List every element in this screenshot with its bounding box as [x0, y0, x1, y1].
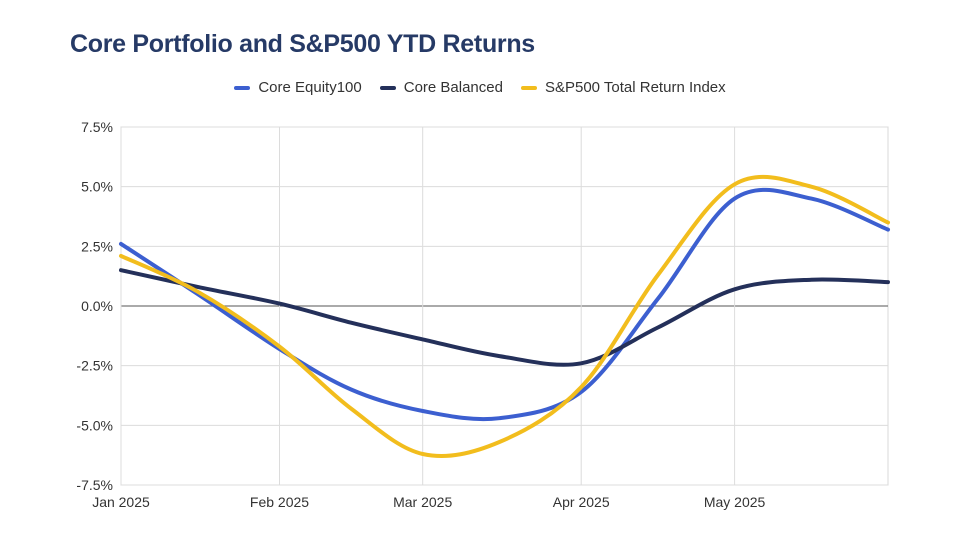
series-line-core-balanced [119, 268, 890, 367]
x-tick-label: Apr 2025 [553, 494, 610, 510]
chart-tick-labels: 7.5% 5.0% 2.5% 0.0% -2.5% -5.0% -7.5%Jan 2025 F… [76, 119, 765, 510]
legend-swatch-core-balanced [379, 85, 396, 90]
y-tick-label: 0.0% [81, 298, 113, 314]
legend-swatch-core-equity100 [234, 85, 251, 90]
series-line-sp500 [119, 174, 890, 458]
y-tick-label: -2.5% [76, 358, 113, 374]
y-tick-label: 2.5% [81, 238, 113, 254]
legend-label: Core Balanced [403, 79, 503, 96]
y-tick-label: 5.0% [81, 179, 113, 195]
series-line-core-equity100 [119, 187, 890, 422]
chart-title: Core Portfolio and S&P500 YTD Returns [70, 30, 535, 58]
y-tick-label: -7.5% [76, 477, 113, 493]
x-tick-label: Mar 2025 [393, 494, 452, 510]
y-tick-label: 7.5% [81, 119, 113, 135]
legend-item-core-balanced[interactable]: Core Balanced [379, 79, 503, 96]
x-tick-label: Feb 2025 [250, 494, 309, 510]
legend-swatch-sp500 [520, 85, 537, 90]
chart-grid [120, 126, 889, 486]
chart-legend: Core Equity100 Core Balanced S&P500 Tota… [0, 79, 960, 96]
legend-label: S&P500 Total Return Index [544, 79, 726, 96]
legend-item-core-equity100[interactable]: Core Equity100 [234, 79, 362, 96]
legend-item-sp500[interactable]: S&P500 Total Return Index [520, 79, 726, 96]
legend-label: Core Equity100 [258, 79, 362, 96]
x-tick-label: May 2025 [704, 494, 766, 510]
y-tick-label: -5.0% [76, 417, 113, 433]
chart-series [119, 174, 890, 458]
x-tick-label: Jan 2025 [92, 494, 150, 510]
